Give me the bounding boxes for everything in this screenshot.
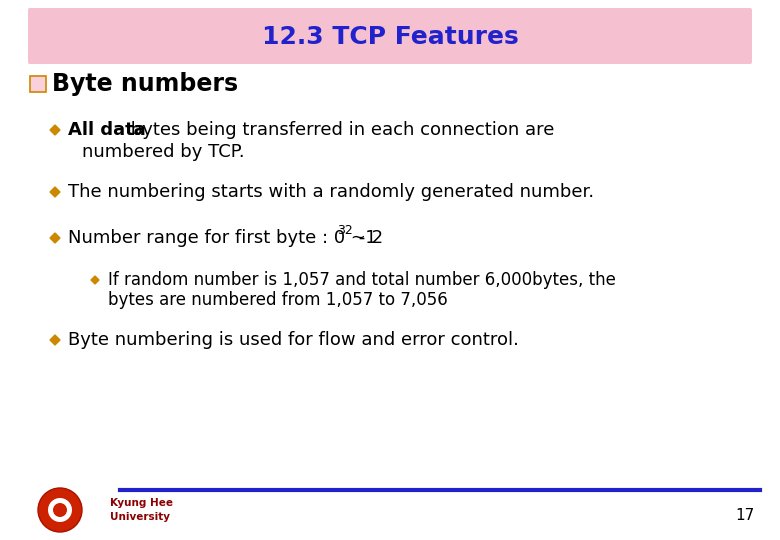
Text: 17: 17 xyxy=(736,508,755,523)
Polygon shape xyxy=(50,187,60,197)
Text: 12.3 TCP Features: 12.3 TCP Features xyxy=(261,25,519,49)
Text: bytes are numbered from 1,057 to 7,056: bytes are numbered from 1,057 to 7,056 xyxy=(108,291,448,309)
Polygon shape xyxy=(50,125,60,135)
Text: Kyung Hee
University: Kyung Hee University xyxy=(110,498,173,522)
Text: If random number is 1,057 and total number 6,000bytes, the: If random number is 1,057 and total numb… xyxy=(108,271,616,289)
Polygon shape xyxy=(50,233,60,243)
Text: -1: -1 xyxy=(353,229,377,247)
Text: 32: 32 xyxy=(337,224,353,237)
FancyBboxPatch shape xyxy=(28,8,752,64)
Text: Number range for first byte : 0 ~ 2: Number range for first byte : 0 ~ 2 xyxy=(68,229,383,247)
Polygon shape xyxy=(50,335,60,345)
Text: Byte numbering is used for flow and error control.: Byte numbering is used for flow and erro… xyxy=(68,331,519,349)
Text: The numbering starts with a randomly generated number.: The numbering starts with a randomly gen… xyxy=(68,183,594,201)
Text: numbered by TCP.: numbered by TCP. xyxy=(82,143,245,161)
Text: Byte numbers: Byte numbers xyxy=(52,72,238,96)
Text: bytes being transferred in each connection are: bytes being transferred in each connecti… xyxy=(125,121,555,139)
Circle shape xyxy=(53,503,67,517)
Circle shape xyxy=(48,498,72,522)
Circle shape xyxy=(38,488,82,532)
FancyBboxPatch shape xyxy=(30,76,46,92)
Text: All data: All data xyxy=(68,121,146,139)
Polygon shape xyxy=(91,276,99,284)
